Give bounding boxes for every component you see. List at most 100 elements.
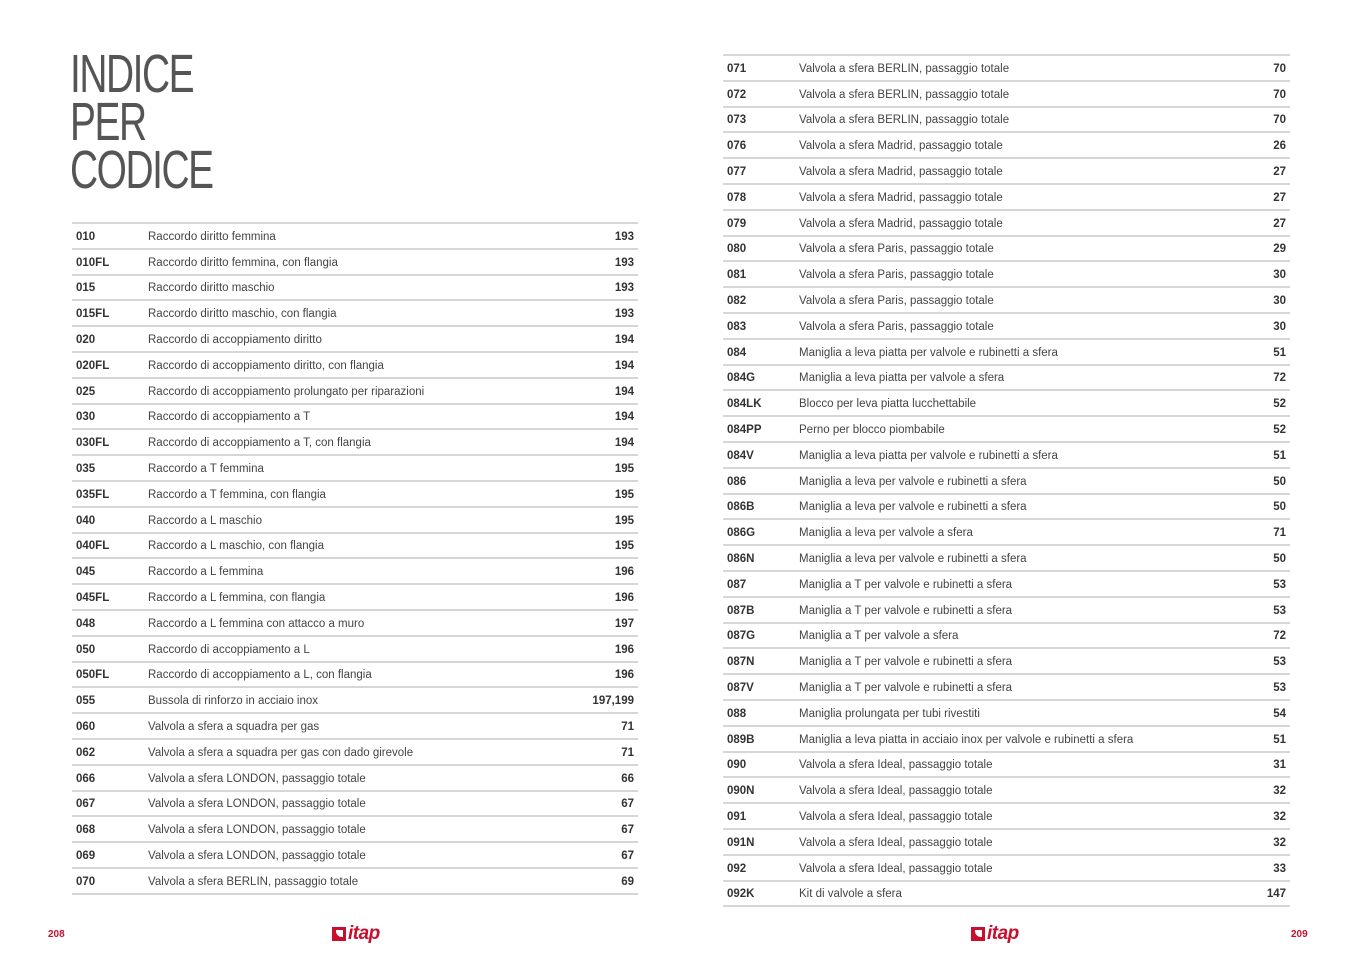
product-description: Raccordo diritto maschio, con flangia xyxy=(148,308,337,321)
product-description: Maniglia a leva piatta per valvole e rub… xyxy=(799,346,1058,359)
product-description: Maniglia a leva piatta per valvole e rub… xyxy=(799,449,1058,462)
page-reference: 195 xyxy=(614,488,634,501)
page-title: INDICE PER CODICE xyxy=(70,47,214,200)
page-reference: 53 xyxy=(1273,682,1286,695)
product-code: 087G xyxy=(727,630,756,643)
product-code: 086G xyxy=(727,527,756,540)
page-reference: 71 xyxy=(621,721,634,734)
product-description: Valvola a sfera BERLIN, passaggio totale xyxy=(148,875,359,888)
product-code: 080 xyxy=(727,243,747,256)
product-code: 091N xyxy=(727,836,755,849)
table-row: 086G Maniglia a leva per valvole a sfera 7… xyxy=(723,519,1290,545)
table-row: 092K Kit di valvole a sfera 147 xyxy=(723,880,1290,907)
table-row: 071 Valvola a sfera BERLIN, passaggio tot… xyxy=(723,55,1290,81)
page-reference: 195 xyxy=(614,463,634,476)
product-code: 088 xyxy=(727,707,747,720)
page-reference: 193 xyxy=(614,308,634,321)
product-code: 020 xyxy=(76,334,96,347)
product-code: 087N xyxy=(727,656,755,669)
page-reference: 30 xyxy=(1273,320,1286,333)
product-code: 066 xyxy=(76,772,96,785)
product-code: 081 xyxy=(727,269,747,282)
product-description: Perno per blocco piombabile xyxy=(799,424,945,437)
table-row: 066 Valvola a sfera LONDON, passaggio tot… xyxy=(72,764,638,791)
page-reference: 194 xyxy=(614,385,634,398)
product-description: Raccordo di accoppiamento a L xyxy=(148,643,310,656)
product-code: 077 xyxy=(727,166,747,179)
table-row: 087 Maniglia a T per valvole e rubinetti … xyxy=(723,570,1290,597)
page-reference: 50 xyxy=(1273,501,1286,514)
logo-mark-icon xyxy=(332,927,346,941)
page-reference: 32 xyxy=(1273,836,1286,849)
table-row: 010 Raccordo diritto femmina 193 xyxy=(72,223,638,249)
index-table-right: 071 Valvola a sfera BERLIN, passaggio tot… xyxy=(723,54,1290,907)
page-reference: 52 xyxy=(1273,398,1286,411)
product-description: Valvola a sfera BERLIN, passaggio totale xyxy=(799,88,1010,101)
product-code: 030 xyxy=(76,411,96,424)
page-reference: 67 xyxy=(621,824,634,837)
product-code: 067 xyxy=(76,798,96,811)
product-code: 092 xyxy=(727,862,747,875)
page-reference: 53 xyxy=(1273,604,1286,617)
product-code: 015FL xyxy=(76,308,110,321)
page-reference: 54 xyxy=(1273,707,1286,720)
product-description: Maniglia a leva per valvole e rubinetti … xyxy=(799,501,1027,514)
page-reference: 27 xyxy=(1273,166,1286,179)
product-description: Raccordo diritto femmina, con flangia xyxy=(148,256,338,269)
product-description: Raccordo a L maschio xyxy=(148,514,262,527)
product-description: Maniglia a leva piatta per valvole a sfe… xyxy=(799,372,1005,385)
product-description: Valvola a sfera BERLIN, passaggio totale xyxy=(799,62,1010,75)
itap-logo: itap xyxy=(332,923,380,944)
product-description: Maniglia a T per valvole e rubinetti a s… xyxy=(799,578,1013,591)
product-description: Valvola a sfera LONDON, passaggio totale xyxy=(148,772,366,785)
itap-logo: itap xyxy=(971,923,1019,944)
table-row: 087N Maniglia a T per valvole e rubinetti… xyxy=(723,648,1290,674)
page-reference: 26 xyxy=(1273,140,1286,153)
page-reference: 72 xyxy=(1273,372,1286,385)
table-row: 045 Raccordo a L femmina 196 xyxy=(72,558,638,584)
page-number-left: 208 xyxy=(48,929,65,940)
table-row: 083 Valvola a sfera Paris, passaggio tota… xyxy=(723,312,1290,339)
product-code: 035 xyxy=(76,463,96,476)
product-code: 045FL xyxy=(76,592,110,605)
page-reference: 52 xyxy=(1273,424,1286,437)
table-row: 030 Raccordo di accoppiamento a T 194 xyxy=(72,403,638,430)
product-description: Valvola a sfera Madrid, passaggio totale xyxy=(799,191,1003,204)
product-description: Valvola a sfera Paris, passaggio totale xyxy=(799,295,994,308)
page-reference: 196 xyxy=(614,669,634,682)
table-row: 077 Valvola a sfera Madrid, passaggio tot… xyxy=(723,158,1290,184)
page-reference: 51 xyxy=(1273,733,1286,746)
table-row: 035FL Raccordo a T femmina, con flangia 19… xyxy=(72,480,638,507)
product-code: 083 xyxy=(727,320,747,333)
table-row: 091 Valvola a sfera Ideal, passaggio tota… xyxy=(723,803,1290,829)
table-row: 040 Raccordo a L maschio 195 xyxy=(72,506,638,533)
product-description: Valvola a sfera LONDON, passaggio totale xyxy=(148,824,366,837)
table-row: 010FL Raccordo diritto femmina, con flang… xyxy=(72,248,638,275)
table-row: 070 Valvola a sfera BERLIN, passaggio tot… xyxy=(72,867,638,894)
product-description: Maniglia a leva per valvole e rubinetti … xyxy=(799,475,1027,488)
product-description: Valvola a sfera Ideal, passaggio totale xyxy=(799,759,993,772)
table-row: 084PP Perno per blocco piombabile 52 xyxy=(723,416,1290,442)
page-reference: 31 xyxy=(1273,759,1286,772)
table-row: 040FL Raccordo a L maschio, con flangia 19… xyxy=(72,532,638,559)
table-row: 045FL Raccordo a L femmina, con flangia 19… xyxy=(72,584,638,610)
product-description: Blocco per leva piatta lucchettabile xyxy=(799,398,977,411)
title-line: CODICE xyxy=(70,140,214,200)
product-description: Valvola a sfera Paris, passaggio totale xyxy=(799,320,994,333)
product-code: 086N xyxy=(727,553,755,566)
table-row: 084 Maniglia a leva piatta per valvole e … xyxy=(723,338,1290,365)
product-code: 090N xyxy=(727,785,755,798)
page-reference: 30 xyxy=(1273,269,1286,282)
product-description: Kit di valvole a sfera xyxy=(799,888,902,901)
page-reference: 194 xyxy=(614,359,634,372)
page-reference: 32 xyxy=(1273,785,1286,798)
product-code: 073 xyxy=(727,114,747,127)
product-code: 084PP xyxy=(727,424,762,437)
table-row: 025 Raccordo di accoppiamento prolungato … xyxy=(72,377,638,404)
product-description: Valvola a sfera BERLIN, passaggio totale xyxy=(799,114,1010,127)
table-row: 089B Maniglia a leva piatta in acciaio in… xyxy=(723,725,1290,752)
product-description: Valvola a sfera Paris, passaggio totale xyxy=(799,269,994,282)
product-description: Raccordo a T femmina, con flangia xyxy=(148,488,326,501)
page-reference: 51 xyxy=(1273,449,1286,462)
page-reference: 70 xyxy=(1273,114,1286,127)
